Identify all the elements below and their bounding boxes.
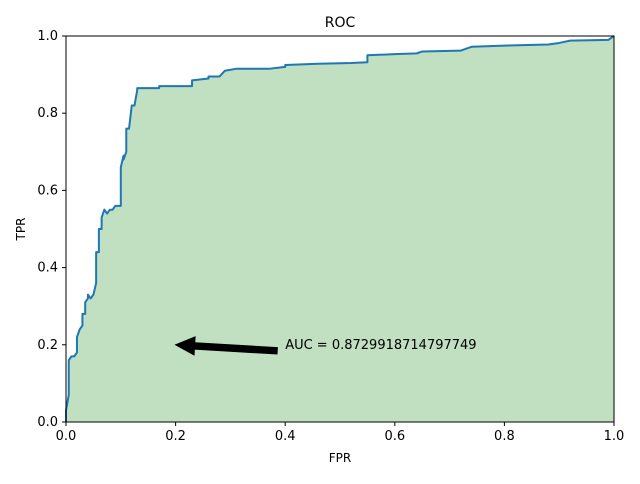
y-tick-label: 0.0 bbox=[37, 415, 58, 430]
auc-arrow bbox=[174, 336, 278, 356]
auc-area bbox=[66, 36, 614, 422]
y-axis-label: TPR bbox=[14, 218, 28, 242]
plot-area: 0.0 0.2 0.4 0.6 0.8 1.0 0.0 0.2 0.4 0.6 0.8 1.0 bbox=[37, 29, 624, 444]
y-tick-label: 0.8 bbox=[37, 106, 58, 121]
axes-frame bbox=[65, 35, 615, 423]
y-tick-label: 0.2 bbox=[37, 338, 58, 353]
x-tick-label: 0.2 bbox=[165, 429, 186, 444]
x-axis-label: FPR bbox=[329, 451, 351, 465]
x-tick-label: 1.0 bbox=[604, 429, 625, 444]
y-tick-label: 1.0 bbox=[37, 29, 58, 44]
y-tick-label: 0.4 bbox=[37, 261, 58, 276]
y-tick-label: 0.6 bbox=[37, 183, 58, 198]
auc-annotation-text: AUC = 0.8729918714797749 bbox=[285, 338, 476, 353]
roc-curve-line bbox=[65, 35, 615, 422]
x-tick-label: 0.6 bbox=[384, 429, 405, 444]
x-tick-label: 0.0 bbox=[56, 429, 77, 444]
x-tick-label: 0.8 bbox=[494, 429, 515, 444]
chart-title: ROC bbox=[325, 15, 356, 31]
x-tick-label: 0.4 bbox=[275, 429, 296, 444]
